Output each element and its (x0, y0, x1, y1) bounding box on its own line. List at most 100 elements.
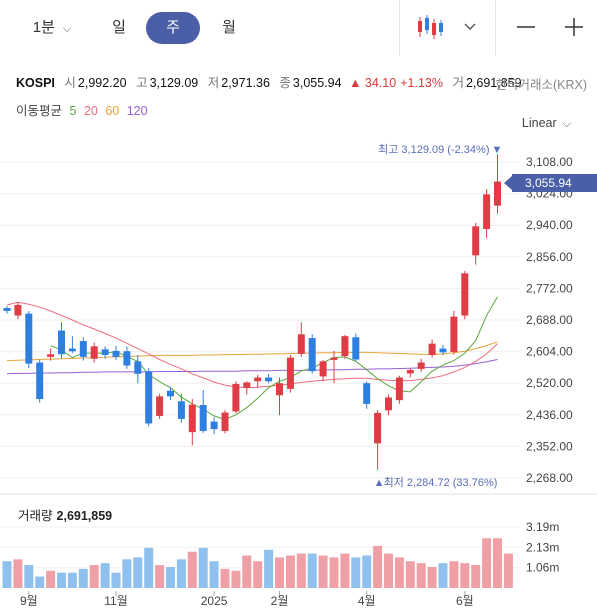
candle (221, 410, 229, 434)
candle (483, 189, 491, 239)
candle (265, 373, 273, 384)
ma60-label: 60 (105, 104, 120, 118)
candle-body (461, 273, 469, 316)
candle (319, 359, 327, 382)
candle (276, 377, 283, 416)
chevron-down-icon[interactable] (462, 18, 478, 34)
candle-body (243, 382, 251, 388)
last-price-tag (512, 174, 597, 192)
candle-body (221, 412, 229, 431)
candle-body (341, 336, 349, 357)
quote-summary: KOSPI 시 2,992.20 고 3,129.09 저 2,971.36 종 3,0… (16, 72, 522, 91)
price-tick-label: 2,856.00 (526, 250, 573, 264)
candle-body (428, 343, 436, 355)
candle (68, 336, 76, 354)
open-value: 2,992.20 (77, 76, 127, 90)
volume-bar (503, 553, 513, 588)
price-chart[interactable]: 3,108.003,024.002,940.002,856.002,772.00… (0, 140, 597, 608)
change-percent: +1.13% (400, 76, 443, 90)
interval-week[interactable]: 주 (146, 12, 200, 44)
candle-body (123, 351, 131, 366)
candle-body (385, 397, 392, 411)
volume-value: 2,691,859 (465, 76, 522, 90)
interval-day[interactable]: 일 (96, 12, 142, 44)
candle (145, 368, 153, 427)
time-tick-label: 4월 (358, 594, 376, 608)
candle-body (265, 377, 273, 382)
volume-bar (166, 566, 175, 588)
ma5-line (50, 296, 498, 420)
candle-body (90, 346, 98, 359)
candle-body (79, 341, 87, 357)
volume-bar (460, 563, 470, 588)
candle-body (167, 390, 174, 397)
scale-mode-dropdown[interactable]: Linear ⌵ (522, 116, 571, 131)
interval-1min-dropdown[interactable]: 1분 ⌵ (20, 12, 84, 44)
candle-body (232, 383, 240, 412)
volume-bar (198, 547, 208, 588)
volume-bar (416, 563, 426, 588)
last-price-label: 3,055.94 (525, 176, 572, 190)
plus-icon[interactable] (564, 17, 584, 37)
volume-tick-label: 1.06m (526, 561, 559, 575)
volume-tick-label: 2.13m (526, 540, 559, 554)
last-price-marker: 3,055.94 (504, 174, 597, 192)
symbol-name: KOSPI (16, 76, 55, 90)
moving-average-legend[interactable]: 이동평균 5 20 60 120 (16, 100, 152, 119)
volume-bar (482, 538, 492, 588)
volume-bar (155, 565, 165, 588)
candle (25, 310, 33, 369)
candle-body (483, 194, 491, 229)
candlestick-chart-icon[interactable] (416, 14, 444, 40)
candle (428, 339, 436, 358)
candle (177, 393, 185, 423)
candle-body (177, 401, 185, 419)
candle (385, 394, 392, 416)
volume-bar (340, 553, 350, 588)
price-annotations: 최고 3,129.09 (-2.34%) ▼ ▲ 최저 2,284.72 (33… (374, 143, 503, 489)
candle-body (3, 307, 11, 311)
volume-bar (285, 555, 295, 588)
candle (352, 333, 360, 362)
volume-bar (373, 545, 383, 588)
candle-body (286, 357, 294, 389)
volume-bar (67, 572, 77, 588)
price-tick-label: 2,940.00 (526, 218, 573, 232)
volume-label: 거 (452, 76, 464, 90)
candle (123, 346, 131, 369)
candle (374, 410, 382, 470)
volume-bar (384, 553, 393, 588)
candle (58, 322, 65, 359)
volume-bar (220, 568, 230, 588)
time-tick-label: 2월 (271, 594, 289, 608)
price-tick-label: 2,688.00 (526, 313, 573, 327)
candle-body (417, 362, 425, 369)
volume-bar (253, 561, 263, 588)
volume-bar (231, 570, 241, 588)
volume-bar (209, 561, 219, 588)
volume-bar (100, 563, 110, 588)
candle (232, 381, 240, 414)
candle-body (68, 348, 76, 352)
candle-body (450, 316, 458, 352)
candle (254, 374, 262, 388)
candle (14, 302, 22, 320)
last-price-tag-pointer (504, 176, 512, 190)
time-tick-label: 9월 (20, 594, 38, 608)
candle (395, 375, 403, 404)
change-value: ▲ 34.10 (349, 76, 397, 90)
ma5-label: 5 (69, 104, 77, 118)
volume-bars (2, 538, 513, 588)
interval-month[interactable]: 월 (206, 12, 252, 44)
candle (36, 359, 44, 403)
minus-icon[interactable] (516, 17, 536, 37)
volume-bar (449, 561, 459, 588)
ma20-label: 20 (83, 104, 98, 118)
volume-bar (144, 547, 154, 588)
high-value: 3,129.09 (149, 76, 199, 90)
price-tick-label: 2,520.00 (526, 376, 573, 390)
volume-bar (242, 555, 252, 588)
price-tick-label: 2,604.00 (526, 345, 573, 359)
toolbar-divider (495, 0, 496, 56)
candlestick-series (3, 154, 501, 470)
